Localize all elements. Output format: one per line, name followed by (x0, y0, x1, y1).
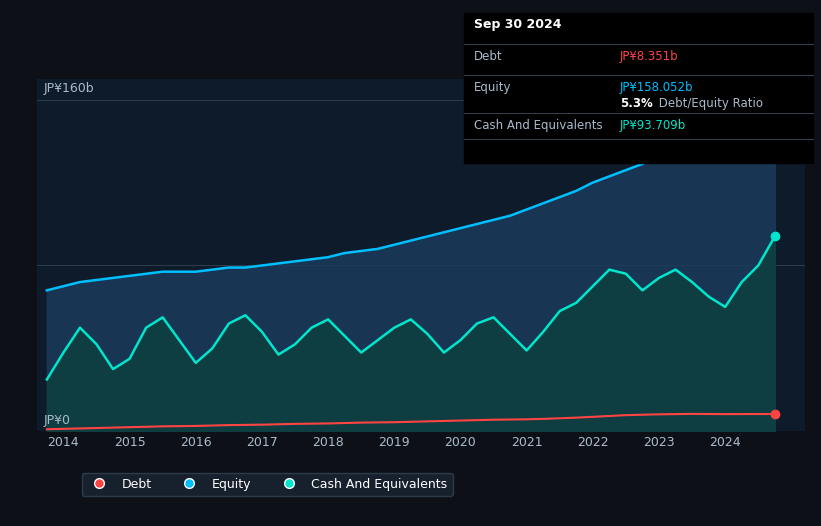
Text: JP¥8.351b: JP¥8.351b (620, 50, 678, 64)
Text: Sep 30 2024: Sep 30 2024 (474, 18, 562, 31)
Text: 5.3%: 5.3% (620, 97, 653, 110)
Text: Debt: Debt (474, 50, 502, 64)
Text: JP¥93.709b: JP¥93.709b (620, 119, 686, 132)
Text: Cash And Equivalents: Cash And Equivalents (474, 119, 603, 132)
Text: JP¥0: JP¥0 (44, 414, 71, 427)
Text: Debt/Equity Ratio: Debt/Equity Ratio (655, 97, 764, 110)
Text: Equity: Equity (474, 81, 511, 94)
Text: JP¥158.052b: JP¥158.052b (620, 81, 694, 94)
Text: JP¥160b: JP¥160b (44, 83, 94, 96)
Legend: Debt, Equity, Cash And Equivalents: Debt, Equity, Cash And Equivalents (82, 472, 452, 495)
